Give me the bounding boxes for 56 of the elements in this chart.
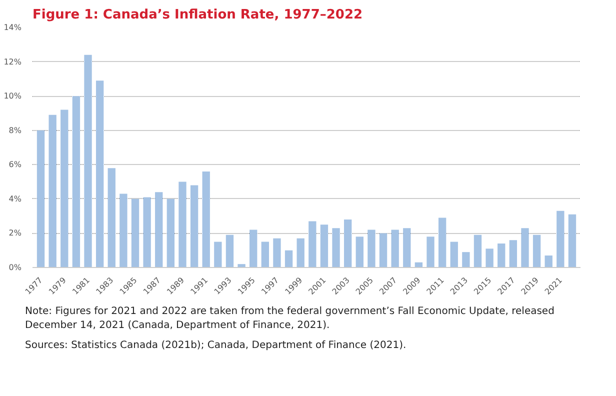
bar <box>344 220 352 268</box>
bar <box>486 248 494 268</box>
bar <box>108 168 116 268</box>
bar <box>190 185 198 268</box>
bar <box>521 228 529 268</box>
y-tick-label: 12% <box>4 57 22 66</box>
bar <box>462 252 470 268</box>
bar <box>426 236 434 268</box>
chart-title: Figure 1: Canada’s Inflation Rate, 1977–2022 <box>32 8 363 22</box>
bar <box>474 234 482 268</box>
y-tick-label: 0% <box>8 263 22 272</box>
bar <box>438 218 446 268</box>
bar <box>238 264 246 268</box>
bar <box>556 210 564 268</box>
bar <box>226 234 234 268</box>
y-tick-label: 2% <box>8 228 22 238</box>
bar <box>308 221 316 268</box>
bar <box>36 130 45 268</box>
bar <box>391 230 399 268</box>
bar <box>379 233 388 268</box>
y-tick-label: 4% <box>8 194 22 204</box>
bar <box>356 236 364 268</box>
bar <box>96 80 104 268</box>
bar <box>320 224 328 268</box>
bar <box>296 238 304 268</box>
y-tick-label: 10% <box>4 92 22 101</box>
y-tick-label: 6% <box>8 160 22 170</box>
bar <box>214 242 222 268</box>
bar <box>120 194 128 268</box>
bar <box>544 256 552 268</box>
y-tick-label: 14% <box>4 23 22 32</box>
bar <box>48 114 56 268</box>
bar <box>60 110 68 268</box>
bar <box>332 228 340 268</box>
bar <box>166 198 175 268</box>
source-note: Sources: Statistics Canada (2021b); Canada, Department of Finance (2021). <box>25 339 408 353</box>
bar <box>84 54 92 268</box>
bar <box>273 238 281 268</box>
bar <box>261 242 269 268</box>
bar <box>532 234 541 268</box>
bar <box>368 230 376 268</box>
bar <box>178 182 186 268</box>
bar <box>72 96 80 268</box>
bar <box>131 198 140 268</box>
y-tick-label: 8% <box>8 126 22 135</box>
bar <box>403 228 411 268</box>
bar <box>509 240 518 268</box>
bar <box>450 242 458 268</box>
bar <box>568 214 576 268</box>
bar <box>202 172 210 268</box>
bar <box>498 244 506 268</box>
bar <box>155 192 163 268</box>
text: Note: Figures for 2021 and 2022 are taken from the federal government’s Fall Economic Update, released December 14, 2021 (Canada, Department of Finance, 2021). <box>25 305 556 333</box>
bar <box>143 197 151 268</box>
bar <box>284 250 293 268</box>
bar <box>250 230 258 268</box>
